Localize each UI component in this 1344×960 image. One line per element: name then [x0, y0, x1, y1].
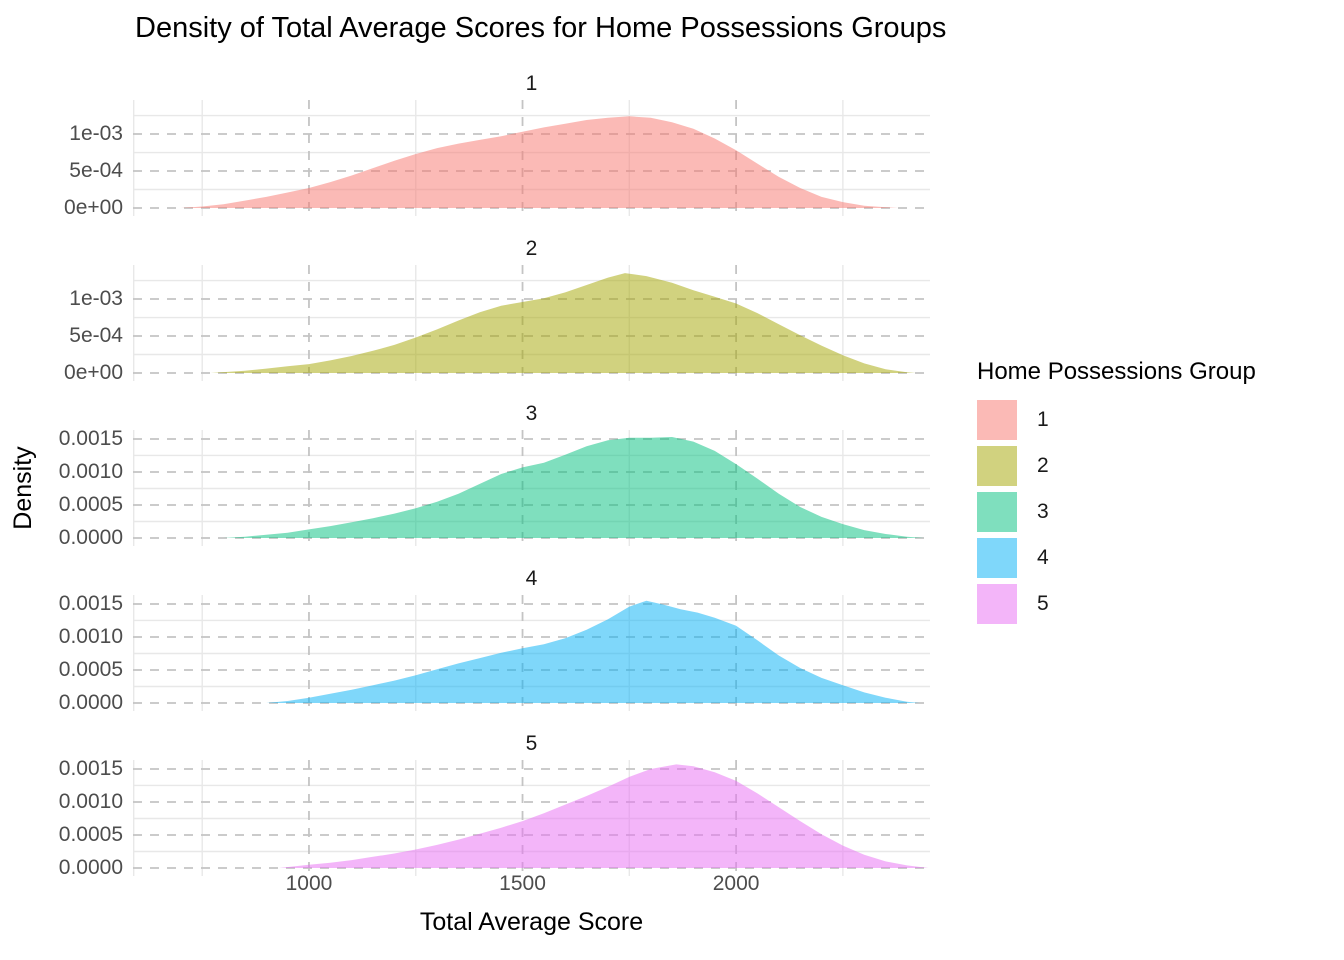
x-tick-label: 2000 — [712, 872, 760, 895]
density-area-group-5 — [279, 764, 929, 868]
x-tick-label: 1500 — [499, 872, 546, 895]
legend-item-2: 2 — [977, 446, 1256, 486]
density-area-group-3 — [223, 437, 924, 538]
facet-panel-3 — [133, 430, 930, 546]
density-area-group-2 — [210, 273, 916, 373]
y-tick-label: 0e+00 — [64, 361, 123, 384]
legend-item-3: 3 — [977, 492, 1256, 532]
facet-strip-label-3: 3 — [525, 402, 538, 425]
legend-label: 1 — [1037, 408, 1049, 431]
y-tick-label: 0.0015 — [58, 591, 123, 615]
legend-swatch-1 — [977, 400, 1017, 440]
y-tick-label: 0e+00 — [64, 196, 123, 219]
legend-swatch-3 — [977, 492, 1017, 532]
facet-panel-4 — [133, 595, 930, 711]
facet-panel-5 — [133, 760, 930, 876]
y-tick-label: 5e-04 — [69, 159, 123, 182]
facet-strip-label-5: 5 — [525, 732, 538, 755]
y-tick-label: 0.0010 — [58, 624, 123, 648]
y-tick-label: 0.0010 — [58, 789, 123, 813]
density-area-group-4 — [266, 600, 920, 703]
y-tick-label: 0.0000 — [58, 526, 123, 549]
legend-swatch-2 — [977, 446, 1017, 486]
legend-items: 1 2 3 4 5 — [977, 400, 1256, 624]
density-area-group-1 — [180, 116, 899, 208]
legend-label: 3 — [1037, 500, 1049, 523]
facet-strip-label-1: 1 — [525, 72, 538, 95]
y-tick-label: 0.0000 — [58, 856, 123, 879]
legend-label: 5 — [1037, 592, 1049, 615]
legend-label: 2 — [1037, 454, 1049, 477]
facet-strip-label-4: 4 — [525, 567, 538, 590]
y-axis-title: Density — [9, 446, 37, 530]
y-tick-label: 5e-04 — [69, 324, 123, 347]
y-tick-label: 1e-03 — [69, 122, 123, 146]
y-tick-label: 0.0005 — [58, 822, 123, 846]
legend-swatch-4 — [977, 538, 1017, 578]
y-tick-label: 0.0015 — [58, 756, 123, 780]
legend-label: 4 — [1037, 546, 1049, 569]
y-tick-label: 0.0005 — [58, 657, 123, 681]
facet-strip-label-2: 2 — [525, 237, 538, 260]
y-tick-label: 0.0005 — [58, 492, 123, 516]
facet-panel-1 — [133, 100, 930, 216]
legend-title: Home Possessions Group — [977, 358, 1256, 385]
legend-swatch-5 — [977, 584, 1017, 624]
chart-title: Density of Total Average Scores for Home… — [135, 12, 947, 44]
legend: Home Possessions Group 1 2 3 4 5 — [977, 358, 1256, 630]
y-tick-label: 0.0010 — [58, 459, 123, 483]
y-tick-label: 0.0015 — [58, 426, 123, 450]
legend-item-5: 5 — [977, 584, 1256, 624]
facet-panel-2 — [133, 265, 930, 381]
x-axis-title: Total Average Score — [419, 908, 644, 936]
y-tick-label: 1e-03 — [69, 287, 123, 311]
y-tick-label: 0.0000 — [58, 691, 123, 714]
legend-item-1: 1 — [977, 400, 1256, 440]
legend-item-4: 4 — [977, 538, 1256, 578]
x-tick-label: 1000 — [285, 872, 333, 895]
